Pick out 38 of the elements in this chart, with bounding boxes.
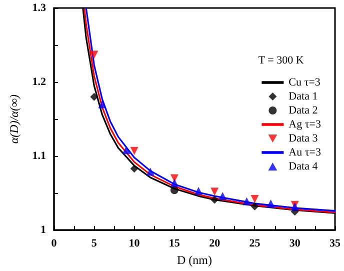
annotation: T = 300 K	[258, 54, 304, 66]
legend-label: Data 4	[288, 160, 318, 172]
legend-label: Data 1	[288, 90, 318, 102]
y-axis-title: α(D)/α(∞)	[7, 94, 21, 144]
point	[130, 164, 138, 173]
x-tick-label: 10	[128, 238, 140, 250]
legend-label: Cu τ=3	[288, 76, 321, 88]
point	[210, 188, 219, 196]
x-tick-label: 20	[209, 238, 221, 250]
y-tick-label: 1.1	[32, 150, 46, 162]
y-tick-label: 1.2	[32, 76, 46, 88]
x-tick-label: 30	[289, 238, 301, 250]
x-tick-label: 5	[91, 238, 98, 250]
legend-label: Data 2	[288, 104, 318, 116]
y-tick-label: 1.3	[32, 2, 46, 14]
point	[250, 202, 259, 210]
legend-label: Data 3	[288, 132, 318, 144]
point	[90, 92, 98, 101]
point	[194, 186, 203, 195]
point	[250, 195, 259, 204]
point	[170, 186, 178, 194]
point	[90, 50, 98, 59]
x-axis-title: D (nm)	[177, 253, 212, 267]
legend-label: Ag τ=3	[288, 118, 322, 130]
point	[146, 168, 154, 176]
x-tick-label: 25	[249, 238, 261, 250]
point	[242, 197, 251, 206]
legend-label: Au τ=3	[288, 146, 322, 158]
point	[218, 192, 227, 200]
point	[98, 100, 106, 108]
point	[130, 146, 138, 155]
x-tick-label: 35	[330, 238, 341, 250]
point	[210, 196, 219, 204]
x-tick-label: 0	[51, 238, 58, 250]
point	[170, 178, 178, 187]
x-tick-label: 15	[168, 238, 180, 250]
y-tick-label: 1	[40, 224, 46, 236]
point	[266, 199, 275, 208]
